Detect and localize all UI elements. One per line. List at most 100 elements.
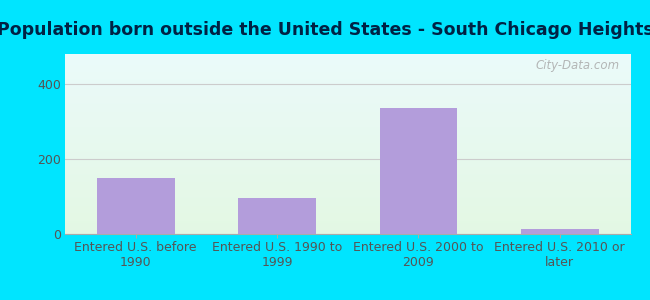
Bar bbox=[65, 71, 630, 72]
Bar bbox=[65, 94, 630, 95]
Bar bbox=[65, 208, 630, 209]
Bar bbox=[65, 131, 630, 132]
Bar bbox=[65, 124, 630, 125]
Bar bbox=[65, 164, 630, 165]
Bar bbox=[65, 111, 630, 112]
Bar bbox=[65, 83, 630, 84]
Bar bbox=[65, 202, 630, 203]
Bar bbox=[380, 108, 458, 234]
Bar bbox=[65, 216, 630, 217]
Bar bbox=[65, 98, 630, 99]
Bar bbox=[65, 127, 630, 128]
Bar bbox=[65, 178, 630, 179]
Bar bbox=[521, 229, 599, 234]
Bar bbox=[65, 85, 630, 86]
Bar bbox=[65, 101, 630, 102]
Bar bbox=[65, 181, 630, 182]
Bar bbox=[65, 151, 630, 152]
Bar bbox=[65, 56, 630, 57]
Bar bbox=[65, 87, 630, 88]
Bar bbox=[65, 125, 630, 126]
Bar bbox=[65, 120, 630, 121]
Bar bbox=[65, 61, 630, 62]
Bar bbox=[65, 117, 630, 118]
Bar bbox=[65, 150, 630, 151]
Bar bbox=[65, 180, 630, 181]
Bar bbox=[65, 171, 630, 172]
Bar bbox=[65, 115, 630, 116]
Bar bbox=[97, 178, 175, 234]
Bar bbox=[65, 205, 630, 206]
Bar bbox=[65, 155, 630, 156]
Bar bbox=[65, 140, 630, 141]
Bar bbox=[65, 221, 630, 222]
Bar bbox=[65, 58, 630, 59]
Bar bbox=[65, 224, 630, 225]
Bar bbox=[65, 65, 630, 66]
Bar bbox=[65, 74, 630, 75]
Bar bbox=[65, 63, 630, 64]
Bar bbox=[65, 138, 630, 139]
Bar bbox=[65, 206, 630, 207]
Bar bbox=[65, 209, 630, 210]
Bar bbox=[65, 79, 630, 80]
Bar bbox=[65, 95, 630, 96]
Bar bbox=[65, 211, 630, 212]
Bar bbox=[65, 145, 630, 146]
Bar bbox=[238, 198, 316, 234]
Bar bbox=[65, 233, 630, 234]
Bar bbox=[65, 173, 630, 174]
Bar bbox=[65, 132, 630, 133]
Bar bbox=[65, 146, 630, 147]
Bar bbox=[65, 64, 630, 65]
Bar bbox=[65, 128, 630, 129]
Bar bbox=[65, 230, 630, 231]
Bar bbox=[65, 118, 630, 119]
Bar bbox=[65, 109, 630, 110]
Bar bbox=[65, 156, 630, 157]
Bar bbox=[65, 121, 630, 122]
Bar bbox=[65, 225, 630, 226]
Text: City-Data.com: City-Data.com bbox=[535, 59, 619, 72]
Bar bbox=[65, 194, 630, 195]
Bar bbox=[65, 153, 630, 154]
Bar bbox=[65, 108, 630, 109]
Bar bbox=[65, 54, 630, 55]
Bar bbox=[65, 84, 630, 85]
Bar bbox=[65, 191, 630, 192]
Bar bbox=[65, 88, 630, 89]
Bar bbox=[65, 105, 630, 106]
Bar bbox=[65, 141, 630, 142]
Bar bbox=[65, 90, 630, 91]
Bar bbox=[65, 97, 630, 98]
Bar bbox=[65, 210, 630, 211]
Bar bbox=[65, 59, 630, 60]
Bar bbox=[65, 229, 630, 230]
Bar bbox=[65, 219, 630, 220]
Bar bbox=[65, 170, 630, 171]
Bar bbox=[65, 122, 630, 123]
Bar bbox=[65, 184, 630, 185]
Bar bbox=[65, 148, 630, 149]
Bar bbox=[65, 198, 630, 199]
Bar bbox=[65, 158, 630, 159]
Bar bbox=[65, 66, 630, 67]
Bar bbox=[65, 126, 630, 127]
Bar bbox=[65, 232, 630, 233]
Bar bbox=[65, 192, 630, 193]
Bar bbox=[65, 72, 630, 73]
Bar bbox=[65, 174, 630, 175]
Bar bbox=[65, 119, 630, 120]
Bar bbox=[65, 169, 630, 170]
Bar bbox=[65, 165, 630, 166]
Bar bbox=[65, 139, 630, 140]
Bar bbox=[65, 73, 630, 74]
Bar bbox=[65, 214, 630, 215]
Bar bbox=[65, 201, 630, 202]
Bar bbox=[65, 157, 630, 158]
Bar bbox=[65, 187, 630, 188]
Bar bbox=[65, 55, 630, 56]
Bar bbox=[65, 190, 630, 191]
Bar bbox=[65, 168, 630, 169]
Bar bbox=[65, 196, 630, 197]
